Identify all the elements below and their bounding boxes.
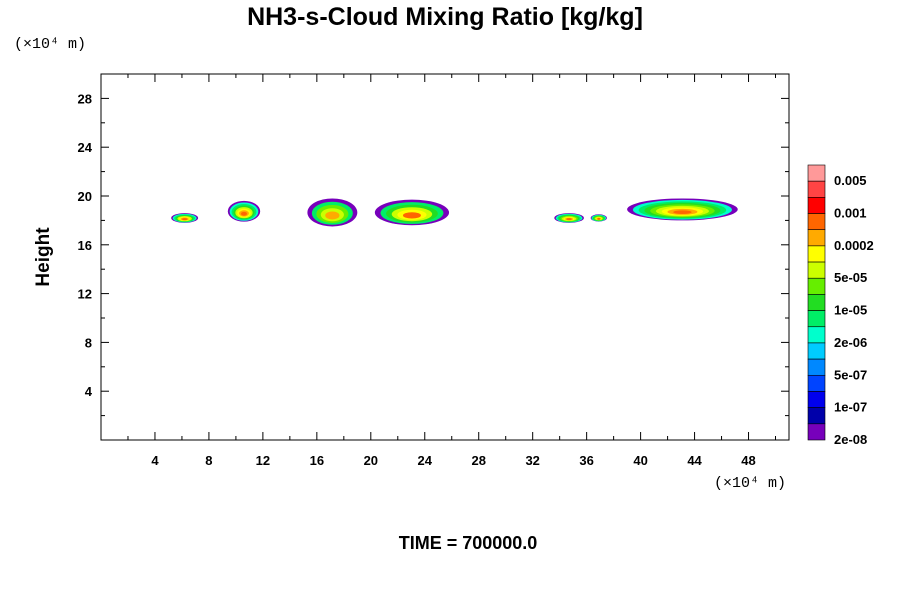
colorbar-box bbox=[807, 391, 826, 408]
colorbar-label: 1e-07 bbox=[834, 400, 867, 415]
colorbar-label: 5e-05 bbox=[834, 270, 867, 285]
y-tick-label: 28 bbox=[78, 91, 92, 106]
colorbar-box bbox=[807, 261, 826, 279]
colorbar-box bbox=[807, 197, 826, 214]
colorbar-box bbox=[807, 374, 826, 392]
colorbar-box bbox=[807, 310, 826, 328]
cloud-region bbox=[307, 198, 358, 227]
colorbar-label: 1e-05 bbox=[834, 303, 867, 318]
colorbar-label: 2e-08 bbox=[834, 432, 867, 447]
colorbar-box bbox=[807, 294, 826, 311]
cloud-contour bbox=[566, 218, 572, 221]
cloud-region bbox=[627, 198, 738, 221]
colorbar-label: 5e-07 bbox=[834, 367, 867, 382]
x-tick-label: 4 bbox=[151, 453, 159, 468]
x-tick-label: 16 bbox=[310, 453, 324, 468]
cloud-region bbox=[171, 213, 199, 223]
y-tick-label: 24 bbox=[78, 140, 93, 155]
x-tick-label: 28 bbox=[471, 453, 485, 468]
colorbar-box bbox=[807, 180, 826, 198]
cloud-contour bbox=[597, 217, 601, 220]
colorbar-label: 0.0002 bbox=[834, 238, 874, 253]
colorbar-label: 0.001 bbox=[834, 206, 867, 221]
plot-frame bbox=[100, 73, 790, 441]
cloud-region bbox=[374, 199, 450, 226]
y-tick-label: 12 bbox=[78, 287, 92, 302]
colorbar-box bbox=[807, 229, 826, 247]
colorbar-box bbox=[807, 358, 826, 376]
y-tick-label: 20 bbox=[78, 189, 92, 204]
x-tick-label: 8 bbox=[205, 453, 212, 468]
x-tick-label: 36 bbox=[579, 453, 593, 468]
y-tick-label: 8 bbox=[85, 335, 92, 350]
y-axis-title: Height bbox=[33, 227, 54, 287]
x-tick-label: 20 bbox=[364, 453, 378, 468]
cloud-contour bbox=[182, 218, 188, 221]
cloud-region bbox=[554, 213, 584, 223]
colorbar-box bbox=[807, 423, 826, 441]
x-tick-label: 40 bbox=[633, 453, 647, 468]
colorbar-box bbox=[807, 213, 826, 231]
colorbar-box bbox=[807, 245, 826, 263]
y-unit-label: (×10⁴ m) bbox=[14, 36, 86, 53]
x-unit-label: (×10⁴ m) bbox=[714, 475, 786, 492]
colorbar-box bbox=[807, 407, 826, 425]
colorbar-label: 2e-06 bbox=[834, 335, 867, 350]
colorbar-box bbox=[807, 326, 826, 344]
cloud-field bbox=[171, 198, 738, 227]
y-tick-label: 16 bbox=[78, 238, 92, 253]
x-tick-label: 24 bbox=[418, 453, 433, 468]
colorbar-box bbox=[807, 164, 826, 182]
cloud-contour bbox=[325, 211, 340, 220]
x-tick-label: 44 bbox=[687, 453, 702, 468]
colorbar-box bbox=[807, 342, 826, 360]
cloud-contour bbox=[402, 212, 421, 219]
cloud-region bbox=[590, 214, 607, 222]
x-tick-label: 32 bbox=[525, 453, 539, 468]
cloud-contour bbox=[673, 210, 692, 214]
cloud-contour bbox=[240, 211, 248, 216]
colorbar-label: 0.005 bbox=[834, 173, 867, 188]
cloud-region bbox=[227, 200, 261, 222]
colorbar-box bbox=[807, 277, 826, 295]
x-tick-label: 48 bbox=[741, 453, 755, 468]
time-label: TIME = 700000.0 bbox=[399, 533, 538, 553]
colorbar: 0.005 0.001 0.0002 5e-05 1e-05 2e-06 5e-07 1e-0… bbox=[807, 164, 874, 447]
y-tick-label: 4 bbox=[85, 384, 93, 399]
x-tick-label: 12 bbox=[256, 453, 270, 468]
chart-title: NH3-s-Cloud Mixing Ratio [kg/kg] bbox=[247, 3, 643, 31]
